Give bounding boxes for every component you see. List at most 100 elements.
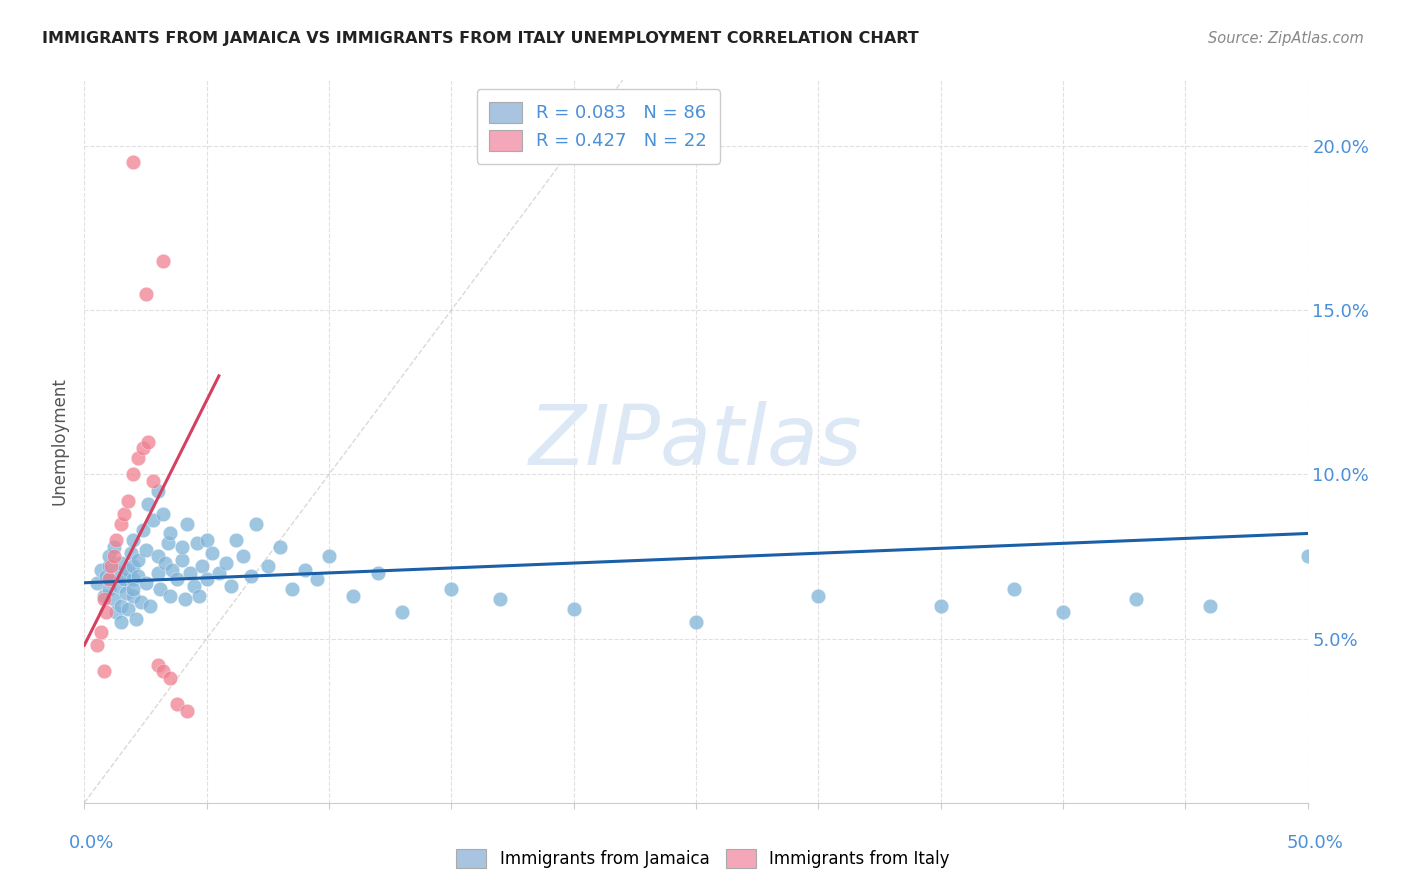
Point: [96, 569, 118, 583]
Point: [219, 579, 242, 593]
Point: [135, 542, 157, 557]
Point: [1125, 592, 1147, 607]
Point: [112, 507, 135, 521]
Point: [122, 155, 145, 169]
Point: [100, 559, 122, 574]
Point: [146, 549, 169, 564]
Point: [146, 483, 169, 498]
Point: [172, 540, 194, 554]
Point: [125, 612, 148, 626]
Point: [93, 589, 115, 603]
Y-axis label: Unemployment: Unemployment: [51, 377, 69, 506]
Point: [97, 573, 120, 587]
Point: [294, 563, 316, 577]
Point: [110, 615, 132, 630]
Point: [176, 704, 198, 718]
Point: [132, 441, 155, 455]
Point: [152, 507, 174, 521]
Point: [208, 566, 231, 580]
Point: [166, 573, 188, 587]
Point: [90, 563, 112, 577]
Point: [103, 540, 125, 554]
Point: [115, 585, 138, 599]
Text: ZIPatlas: ZIPatlas: [529, 401, 863, 482]
Text: IMMIGRANTS FROM JAMAICA VS IMMIGRANTS FROM ITALY UNEMPLOYMENT CORRELATION CHART: IMMIGRANTS FROM JAMAICA VS IMMIGRANTS FR…: [42, 31, 920, 46]
Point: [257, 559, 280, 574]
Point: [152, 665, 174, 679]
Point: [929, 599, 952, 613]
Point: [110, 599, 132, 613]
Point: [112, 573, 135, 587]
Point: [172, 553, 194, 567]
Point: [239, 569, 262, 583]
Point: [120, 546, 142, 560]
Point: [117, 493, 139, 508]
Point: [232, 549, 254, 564]
Point: [245, 516, 267, 531]
Point: [156, 536, 179, 550]
Point: [142, 513, 165, 527]
Point: [136, 434, 159, 449]
Text: Source: ZipAtlas.com: Source: ZipAtlas.com: [1208, 31, 1364, 46]
Point: [281, 582, 304, 597]
Point: [1052, 605, 1074, 619]
Point: [97, 582, 120, 597]
Point: [127, 569, 149, 583]
Point: [110, 566, 132, 580]
Point: [159, 671, 181, 685]
Point: [93, 592, 115, 607]
Point: [195, 573, 218, 587]
Point: [183, 579, 205, 593]
Point: [122, 589, 145, 603]
Point: [129, 595, 152, 609]
Point: [132, 523, 155, 537]
Point: [215, 556, 238, 570]
Point: [103, 549, 125, 564]
Point: [440, 582, 463, 597]
Point: [110, 516, 132, 531]
Point: [127, 553, 149, 567]
Point: [86, 638, 108, 652]
Point: [139, 599, 162, 613]
Text: 50.0%: 50.0%: [1286, 834, 1343, 852]
Point: [96, 605, 118, 619]
Point: [186, 536, 208, 550]
Point: [188, 589, 211, 603]
Point: [1002, 582, 1025, 597]
Point: [562, 602, 585, 616]
Point: [110, 556, 132, 570]
Point: [135, 286, 157, 301]
Point: [122, 559, 145, 574]
Point: [159, 589, 181, 603]
Point: [146, 566, 169, 580]
Point: [122, 467, 145, 482]
Point: [90, 625, 112, 640]
Point: [86, 575, 108, 590]
Point: [117, 602, 139, 616]
Point: [391, 605, 413, 619]
Point: [200, 546, 222, 560]
Point: [136, 497, 159, 511]
Point: [97, 573, 120, 587]
Point: [97, 559, 120, 574]
Point: [162, 563, 184, 577]
Point: [152, 253, 174, 268]
Point: [105, 533, 128, 547]
Point: [195, 533, 218, 547]
Point: [807, 589, 830, 603]
Point: [685, 615, 707, 630]
Point: [146, 657, 169, 672]
Point: [269, 540, 291, 554]
Point: [1296, 549, 1319, 564]
Point: [367, 566, 389, 580]
Legend: R = 0.083   N = 86, R = 0.427   N = 22: R = 0.083 N = 86, R = 0.427 N = 22: [477, 89, 720, 163]
Point: [127, 450, 149, 465]
Point: [176, 516, 198, 531]
Point: [153, 556, 176, 570]
Legend: Immigrants from Jamaica, Immigrants from Italy: Immigrants from Jamaica, Immigrants from…: [450, 842, 956, 875]
Point: [342, 589, 364, 603]
Point: [97, 549, 120, 564]
Point: [159, 526, 181, 541]
Point: [173, 592, 195, 607]
Point: [191, 559, 214, 574]
